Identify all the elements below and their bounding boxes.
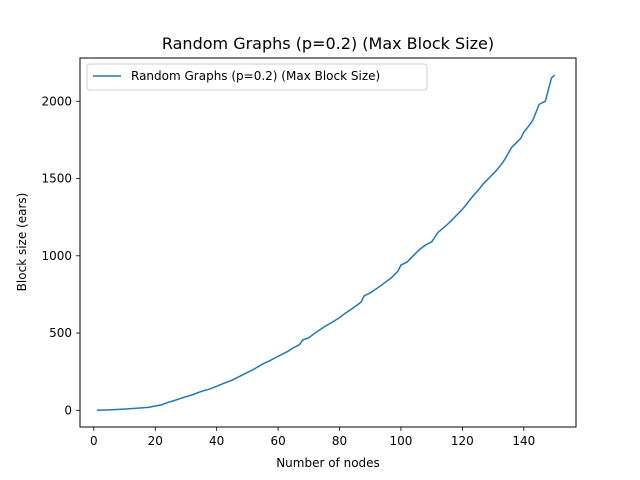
x-tick-label: 40 (209, 434, 224, 448)
legend: Random Graphs (p=0.2) (Max Block Size) (86, 63, 428, 91)
x-tick-label: 20 (148, 434, 163, 448)
x-tick-label: 100 (389, 434, 412, 448)
y-tick-label: 2000 (41, 94, 72, 108)
x-tick-label: 120 (451, 434, 474, 448)
legend-box (86, 63, 428, 91)
y-axis-label: Block size (ears) (15, 193, 29, 292)
y-axis: 0 500 1000 1500 2000 (41, 94, 80, 417)
series-line (96, 74, 556, 412)
x-tick-label: 0 (90, 434, 98, 448)
legend-label: Random Graphs (p=0.2) (Max Block Size) (131, 69, 380, 83)
x-tick-label: 60 (270, 434, 285, 448)
y-tick-label: 1000 (41, 249, 72, 263)
x-axis-label: Number of nodes (276, 456, 380, 470)
x-tick-label: 80 (332, 434, 347, 448)
plot-area (79, 57, 577, 428)
y-tick-label: 1500 (41, 172, 72, 186)
x-tick-label: 140 (512, 434, 535, 448)
x-axis: 0 20 40 60 80 100 120 140 (90, 427, 535, 448)
y-tick-label: 0 (64, 403, 72, 417)
y-tick-label: 500 (49, 326, 72, 340)
chart-title: Random Graphs (p=0.2) (Max Block Size) (162, 34, 494, 53)
